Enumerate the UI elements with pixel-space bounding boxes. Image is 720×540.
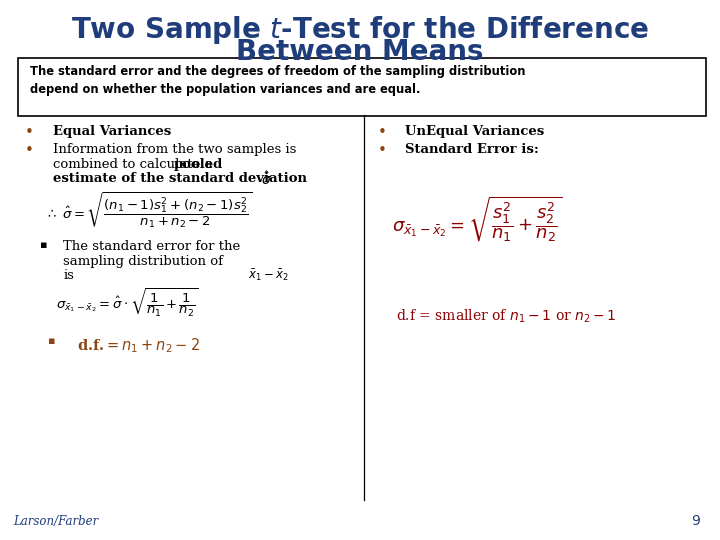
Text: The standard error and the degrees of freedom of the sampling distribution: The standard error and the degrees of fr… (30, 65, 526, 78)
Text: pooled: pooled (174, 158, 222, 171)
Text: 9: 9 (691, 514, 700, 528)
Text: ▪: ▪ (40, 240, 47, 251)
Text: Information from the two samples is: Information from the two samples is (53, 143, 296, 156)
Text: The standard error for the: The standard error for the (63, 240, 240, 253)
Text: Equal Variances: Equal Variances (53, 125, 171, 138)
Text: depend on whether the population variances and are equal.: depend on whether the population varianc… (30, 83, 420, 96)
FancyBboxPatch shape (18, 58, 706, 116)
Text: $\sigma_{\bar{x}_1-\bar{x}_2} = \hat{\sigma}\cdot\sqrt{\dfrac{1}{n_1}+\dfrac{1}{: $\sigma_{\bar{x}_1-\bar{x}_2} = \hat{\si… (56, 286, 199, 319)
Text: d.f = smaller of $n_1 - 1$ or $n_2 - 1$: d.f = smaller of $n_1 - 1$ or $n_2 - 1$ (396, 308, 616, 325)
Text: $\hat{\sigma}$: $\hat{\sigma}$ (261, 171, 272, 188)
Text: $\bar{x}_1 - \bar{x}_2$: $\bar{x}_1 - \bar{x}_2$ (248, 267, 289, 283)
Text: Two Sample $\mathit{t}$-Test for the Difference: Two Sample $\mathit{t}$-Test for the Dif… (71, 14, 649, 45)
Text: •: • (25, 125, 34, 140)
Text: combined to calculate a: combined to calculate a (53, 158, 217, 171)
Text: is: is (63, 269, 74, 282)
Text: estimate of the standard deviation: estimate of the standard deviation (53, 172, 307, 185)
Text: Standard Error is:: Standard Error is: (405, 143, 539, 156)
Text: ▪: ▪ (48, 336, 55, 346)
Text: $\therefore\;\hat{\sigma} = \sqrt{\dfrac{(n_1-1)s_1^2+(n_2-1)s_2^2}{n_1+n_2-2}}$: $\therefore\;\hat{\sigma} = \sqrt{\dfrac… (45, 190, 253, 230)
Text: •: • (378, 125, 387, 140)
Text: Larson/Farber: Larson/Farber (13, 515, 98, 528)
Text: d.f.$= n_1 + n_2 - 2$: d.f.$= n_1 + n_2 - 2$ (77, 336, 200, 355)
Text: sampling distribution of: sampling distribution of (63, 255, 223, 268)
Text: Between Means: Between Means (236, 38, 484, 66)
Text: •: • (378, 143, 387, 158)
Text: UnEqual Variances: UnEqual Variances (405, 125, 544, 138)
Text: $\sigma_{\bar{x}_1-\bar{x}_2} = \sqrt{\dfrac{s_1^2}{n_1}+\dfrac{s_2^2}{n_2}}$: $\sigma_{\bar{x}_1-\bar{x}_2} = \sqrt{\d… (392, 194, 562, 244)
Text: •: • (25, 143, 34, 158)
